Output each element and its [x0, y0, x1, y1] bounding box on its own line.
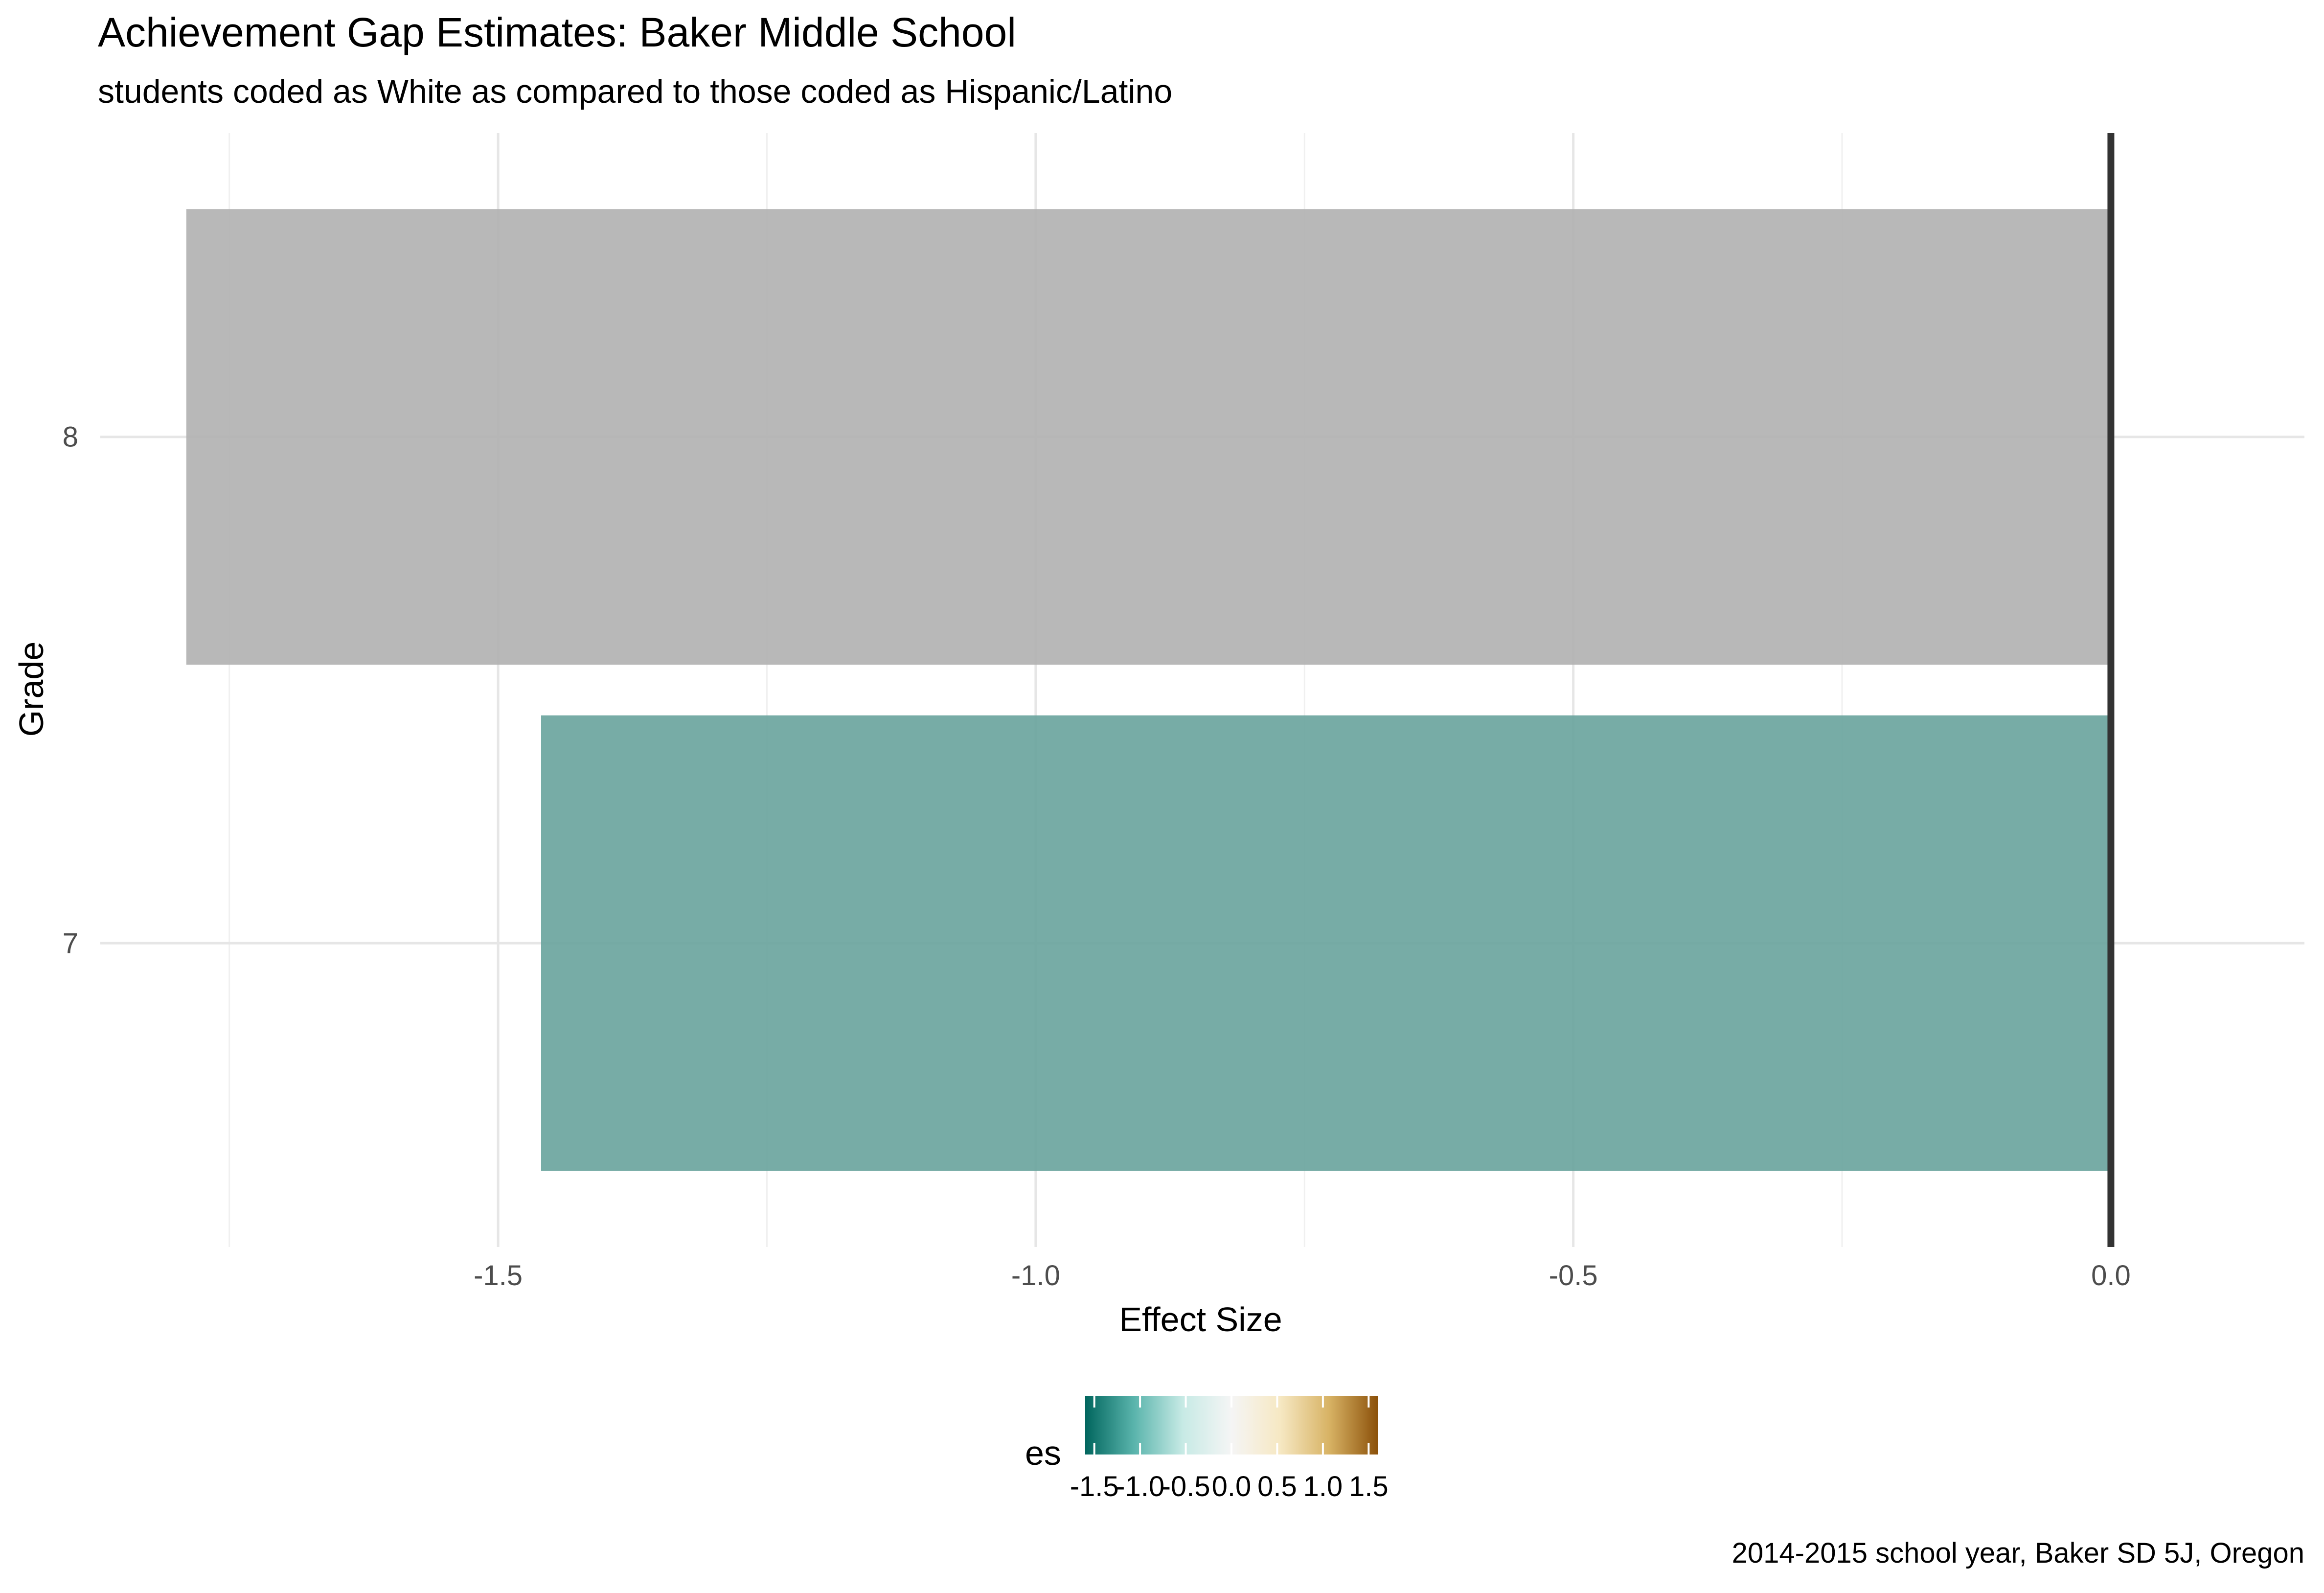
chart-caption: 2014-2015 school year, Baker SD 5J, Oreg… [1732, 1537, 2304, 1569]
chart-subtitle: students coded as White as compared to t… [98, 73, 1172, 110]
y-axis-label: Grade [12, 642, 50, 737]
legend-tick-label: 1.0 [1303, 1471, 1343, 1502]
x-tick-label: 0.0 [2091, 1260, 2131, 1292]
chart-title: Achievement Gap Estimates: Baker Middle … [98, 9, 1016, 55]
legend-tick-label: -1.5 [1070, 1471, 1119, 1502]
bar-grade-7 [541, 715, 2111, 1171]
legend-title: es [1025, 1434, 1061, 1472]
color-legend: es -1.5-1.0-0.5 0.0 0.5 1.0 1.5 [1025, 1396, 1389, 1502]
bars-group [186, 209, 2111, 1171]
bar-grade-8 [186, 209, 2111, 665]
legend-tick-label: -1.0 [1116, 1471, 1164, 1502]
x-tick-label: -0.5 [1549, 1260, 1598, 1292]
x-tick-label: -1.5 [474, 1260, 523, 1292]
x-axis-label: Effect Size [1119, 1300, 1282, 1339]
legend-tick-label: 0.0 [1212, 1471, 1252, 1502]
y-tick-label: 8 [63, 421, 78, 453]
x-tick-label: -1.0 [1011, 1260, 1060, 1292]
y-tick-labels: 78 [63, 421, 78, 960]
legend-tick-label: -0.5 [1162, 1471, 1210, 1502]
legend-tick-labels: -1.5-1.0-0.5 0.0 0.5 1.0 1.5 [1070, 1471, 1389, 1502]
legend-tick-label: 0.5 [1257, 1471, 1297, 1502]
x-tick-labels: -1.5 -1.0 -0.5 0.0 [474, 1260, 2131, 1292]
y-tick-label: 7 [63, 927, 78, 959]
legend-ticks [1093, 1396, 1370, 1454]
legend-tick-label: 1.5 [1349, 1471, 1389, 1502]
